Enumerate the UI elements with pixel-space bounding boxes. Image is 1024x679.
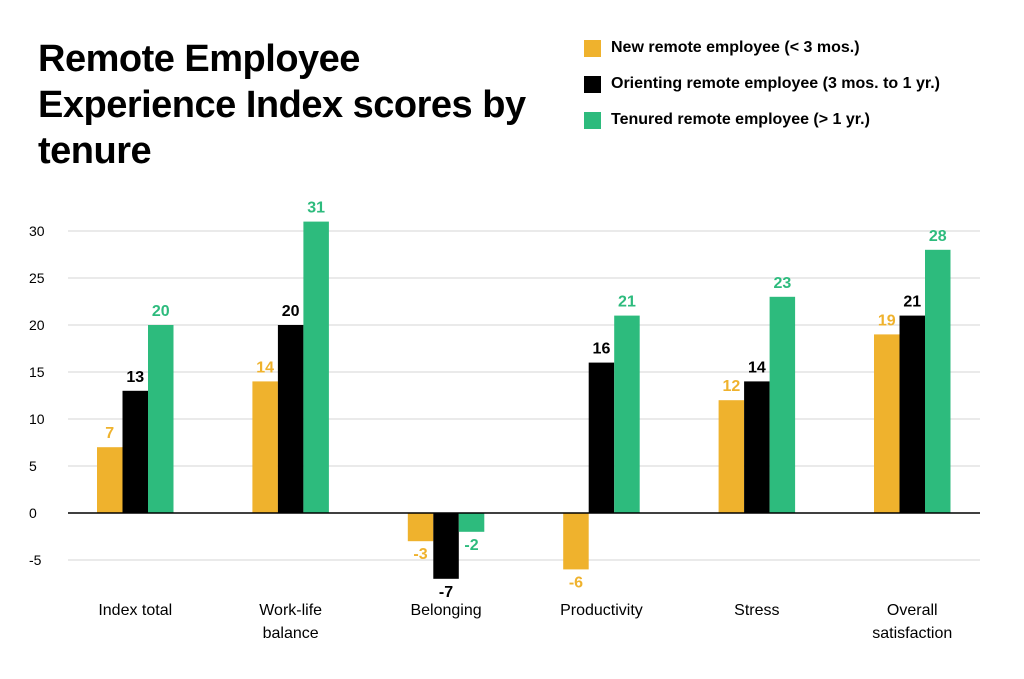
legend-swatch [584, 111, 601, 129]
data-label: 28 [929, 228, 947, 245]
category-label: Overall [887, 602, 938, 619]
legend-item: Tenured remote employee (> 1 yr.) [584, 110, 940, 130]
bar [899, 315, 925, 513]
data-label: 16 [593, 341, 611, 358]
data-label: 21 [903, 294, 921, 311]
legend: New remote employee (< 3 mos.) Orienting … [584, 38, 940, 146]
bar [122, 390, 148, 513]
bar [614, 315, 640, 513]
data-label: 20 [282, 303, 300, 320]
bar [407, 513, 434, 542]
data-label: 20 [152, 303, 170, 320]
y-tick-label: 30 [29, 223, 45, 239]
bar [252, 381, 278, 513]
data-label: 7 [105, 425, 114, 442]
legend-swatch [584, 39, 601, 57]
data-label: -6 [569, 574, 583, 591]
data-label: 13 [126, 369, 144, 386]
y-tick-label: 0 [29, 505, 37, 521]
legend-label: Tenured remote employee (> 1 yr.) [611, 111, 870, 128]
category-label: Productivity [560, 602, 643, 619]
data-label: 12 [722, 378, 740, 395]
legend-label: Orienting remote employee (3 mos. to 1 y… [611, 75, 940, 92]
category-label: Index total [98, 602, 172, 619]
y-tick-label: 5 [29, 458, 37, 474]
bar [303, 221, 329, 513]
legend-item: Orienting remote employee (3 mos. to 1 y… [584, 74, 940, 94]
legend-swatch [584, 75, 601, 93]
bar [97, 447, 123, 513]
bar [458, 513, 485, 532]
y-tick-label: 10 [29, 411, 45, 427]
data-label: -2 [464, 537, 478, 554]
bar [148, 325, 174, 513]
category-label: balance [263, 625, 319, 642]
chart-title: Remote Employee Experience Index scores … [38, 38, 526, 172]
data-label: -7 [439, 584, 453, 601]
legend-item: New remote employee (< 3 mos.) [584, 38, 940, 58]
bar [563, 513, 589, 570]
bar [925, 249, 951, 514]
data-label: 23 [773, 275, 791, 292]
data-label: 31 [307, 200, 325, 217]
bar [277, 325, 304, 513]
data-label: -3 [413, 546, 427, 563]
y-tick-label: -5 [29, 552, 42, 568]
legend-label: New remote employee (< 3 mos.) [611, 39, 860, 56]
category-label: Belonging [410, 602, 481, 619]
category-label: Stress [734, 602, 779, 619]
category-label: Work-life [259, 602, 322, 619]
data-label: 19 [878, 312, 896, 329]
category-label: satisfaction [872, 625, 952, 642]
data-label: 14 [748, 359, 766, 376]
data-label: 14 [256, 359, 274, 376]
data-label: 21 [618, 294, 636, 311]
y-tick-label: 15 [29, 364, 45, 380]
bar [744, 381, 770, 513]
y-tick-label: 20 [29, 317, 45, 333]
bar [588, 362, 615, 513]
bar [718, 400, 745, 513]
bar [433, 513, 459, 579]
y-tick-label: 25 [29, 270, 45, 286]
bar [874, 334, 900, 513]
bar [769, 296, 796, 513]
